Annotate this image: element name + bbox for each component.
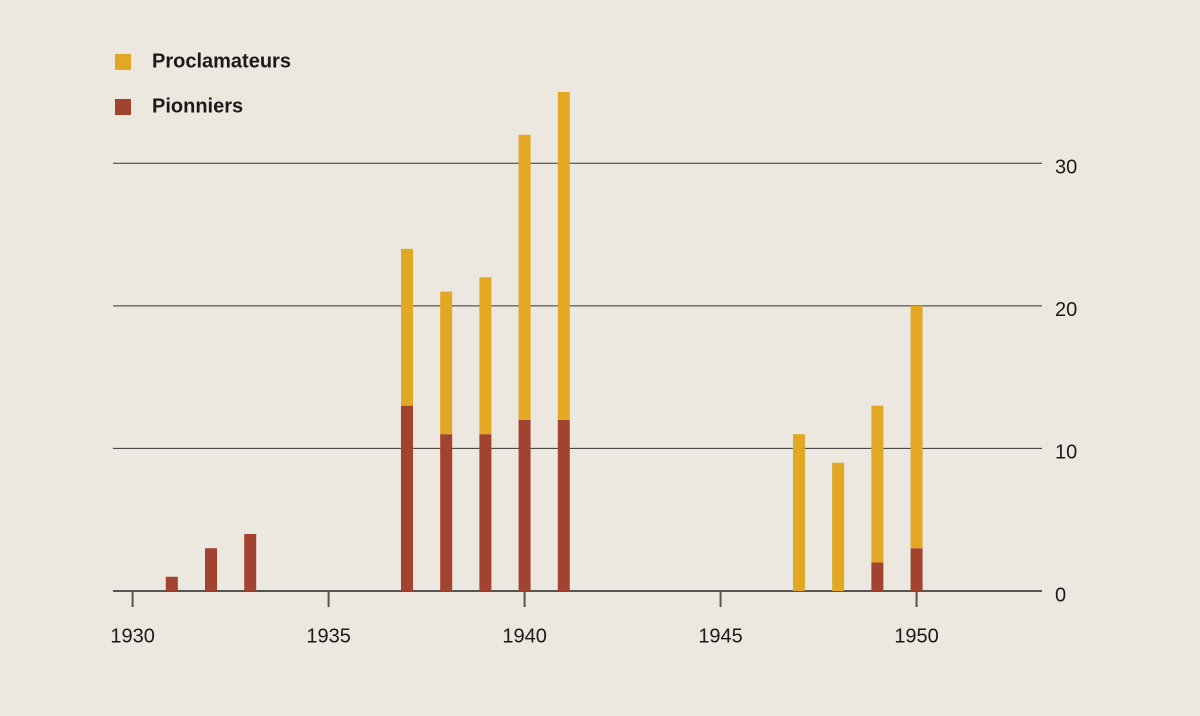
bar [440, 291, 453, 435]
y-tick-label: 0 [1055, 584, 1066, 606]
bar [910, 548, 923, 591]
bar [165, 576, 178, 591]
legend-swatch [115, 54, 131, 70]
bar [440, 434, 453, 591]
x-tick-label: 1930 [110, 625, 155, 647]
bar [204, 548, 217, 591]
bar [479, 434, 492, 591]
bar [910, 305, 923, 549]
y-tick-label: 10 [1055, 442, 1077, 464]
bar [244, 533, 257, 591]
legend-label: Pionniers [152, 95, 243, 117]
y-tick-label: 30 [1055, 157, 1077, 179]
bar [518, 134, 531, 420]
legend-label: Proclamateurs [152, 50, 291, 72]
bar [479, 277, 492, 435]
x-tick-label: 1945 [698, 625, 743, 647]
bar [557, 419, 570, 591]
bar [400, 248, 413, 406]
bar [400, 405, 413, 591]
bar [832, 462, 845, 591]
x-tick-label: 1935 [306, 625, 351, 647]
bar [871, 405, 884, 563]
bar [518, 419, 531, 591]
x-tick-label: 1950 [894, 625, 939, 647]
bar [871, 562, 884, 591]
bar [557, 92, 570, 420]
x-tick-label: 1940 [502, 625, 547, 647]
y-tick-label: 20 [1055, 299, 1077, 321]
legend-swatch [115, 99, 131, 115]
bar [792, 434, 805, 591]
